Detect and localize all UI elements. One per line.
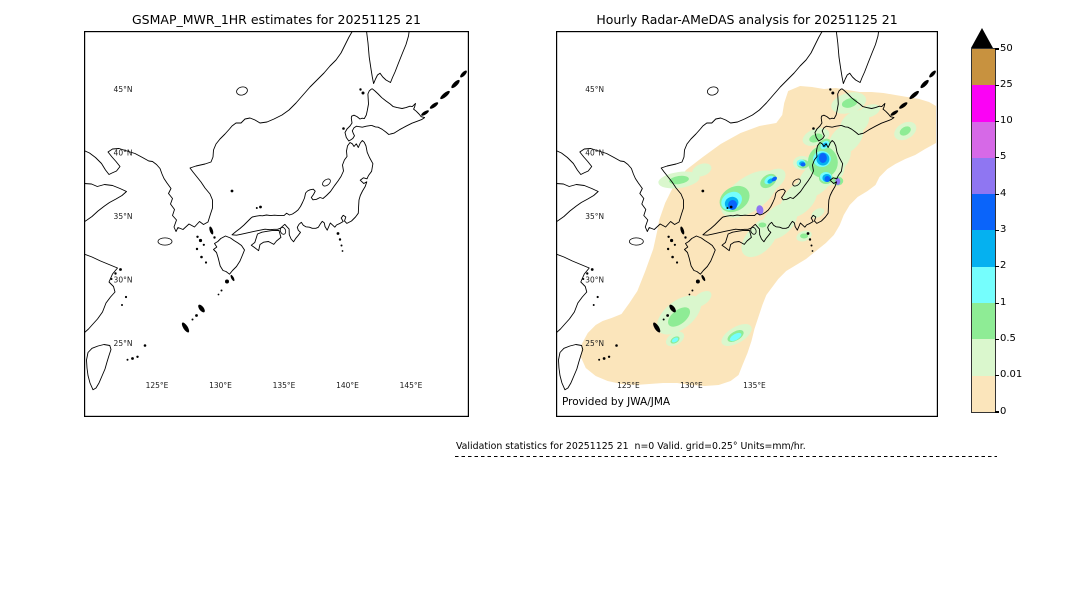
lon-label: 135°E: [273, 381, 296, 390]
colorbar-band-3: [972, 194, 995, 231]
map-frame: [556, 31, 938, 417]
left-map-title: GSMAP_MWR_1HR estimates for 20251125 21: [132, 12, 421, 27]
colorbar-band-4: [972, 157, 995, 195]
data-credit: Provided by JWA/JMA: [562, 396, 671, 408]
colorbar-band-0.01: [972, 339, 995, 376]
graticule: [84, 31, 469, 417]
lon-label: 130°E: [209, 381, 232, 390]
lat-label: 35°N: [114, 212, 133, 221]
lat-label: 40°N: [585, 148, 604, 157]
lon-label: 125°E: [146, 381, 169, 390]
colorbar-tick-label: 25: [1000, 78, 1013, 90]
lat-label: 30°N: [114, 276, 133, 285]
colorbar-band-0: [972, 375, 995, 412]
colorbar-tick: [995, 121, 999, 123]
colorbar-band-25: [972, 49, 995, 86]
dashed-rule: [455, 456, 997, 458]
lon-label: 130°E: [680, 381, 703, 390]
colorbar-tick-label: 0.5: [1000, 332, 1016, 344]
colorbar-tick-label: 0.01: [1000, 369, 1023, 381]
colorbar-tick: [995, 229, 999, 232]
lon-label: 140°E: [336, 381, 359, 390]
colorbar-tick: [995, 375, 999, 377]
colorbar-tick: [995, 302, 999, 304]
colorbar-tick-label: 5: [1000, 151, 1007, 163]
colorbar-tick: [995, 266, 999, 268]
colorbar-tick-label: 4: [1000, 187, 1007, 199]
lon-label: 125°E: [617, 381, 640, 390]
lat-label: 25°N: [114, 339, 133, 348]
right-map-title: Hourly Radar-AMeDAS analysis for 2025112…: [596, 12, 898, 27]
coastline: [84, 31, 469, 391]
lat-label: 40°N: [114, 149, 133, 158]
colorbar-overflow-arrow: [971, 28, 993, 48]
lat-label: 45°N: [585, 85, 604, 94]
colorbar-tick-label: 0: [1000, 405, 1007, 417]
radar-amedas-map: 45°N 40°N 35°N 30°N 25°N 125°E 130°E 135…: [556, 31, 938, 417]
colorbar-band-10: [972, 85, 995, 122]
lat-label: 25°N: [585, 339, 604, 348]
colorbar-tick: [995, 411, 999, 413]
colorbar-tick: [995, 157, 999, 159]
precipitation-overlay: [580, 86, 937, 386]
colorbar-tick-label: 1: [1000, 296, 1007, 308]
colorbar-bands: [971, 48, 996, 413]
lon-label: 135°E: [743, 381, 766, 390]
colorbar-band-1: [972, 266, 995, 304]
map-frame: [84, 31, 469, 417]
lat-label: 35°N: [585, 212, 604, 221]
colorbar-tick-label: 3: [1000, 224, 1007, 235]
axis-labels: 45°N 40°N 35°N 30°N 25°N 125°E 130°E 135…: [114, 85, 423, 390]
lat-label: 45°N: [114, 85, 133, 94]
colorbar-tick-label: 10: [1000, 115, 1013, 127]
colorbar-tick: [995, 338, 999, 340]
gsmap-estimates-map: 45°N 40°N 35°N 30°N 25°N 125°E 130°E 135…: [84, 31, 469, 417]
colorbar-tick: [995, 193, 999, 195]
lat-label: 30°N: [585, 275, 604, 284]
validation-caption: Validation statistics for 20251125 21 n=…: [456, 441, 806, 452]
colorbar-tick-label: 2: [1000, 260, 1007, 272]
colorbar-tick-label: 50: [1000, 42, 1013, 54]
lon-label: 145°E: [400, 381, 423, 390]
colorbar-tick: [995, 84, 999, 86]
colorbar-band-2: [972, 230, 995, 267]
axis-labels: 45°N 40°N 35°N 30°N 25°N 125°E 130°E 135…: [585, 85, 766, 390]
colorbar-band-0.5: [972, 303, 995, 340]
colorbar-tick: [995, 48, 999, 50]
colorbar: 50 25 10 5 4 3 2 1 0.5 0.01 0: [971, 28, 1051, 417]
colorbar-band-5: [972, 121, 995, 158]
